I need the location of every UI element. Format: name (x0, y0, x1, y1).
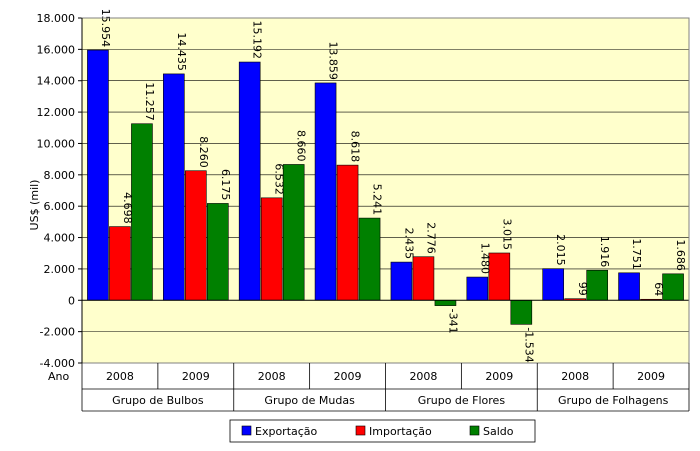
data-label: 2.776 (424, 222, 437, 254)
y-axis-label: US$ (mil) (28, 180, 41, 231)
data-label: 15.954 (99, 9, 112, 48)
legend-swatch (469, 425, 480, 436)
legend-entry: Saldo (483, 425, 514, 438)
group-label: Grupo de Folhagens (558, 394, 669, 407)
y-tick-label: 12.000 (37, 106, 76, 119)
data-label: 2.435 (402, 228, 415, 260)
year-label: 2008 (258, 370, 286, 383)
corner-label: Ano (48, 370, 69, 383)
year-label: 2008 (409, 370, 437, 383)
bar-importação (109, 226, 131, 301)
y-tick-label: -2.000 (40, 326, 75, 339)
data-label: 99 (576, 282, 589, 296)
bar-importação (412, 256, 435, 301)
data-label: 8.618 (349, 131, 362, 163)
data-label: 13.859 (327, 41, 340, 80)
data-label: 1.916 (598, 236, 611, 268)
category-table: 2008 2009 2008 2009 2008 2009 2008 2009 Grupo de… (48, 363, 690, 412)
data-label: 1.686 (674, 239, 687, 271)
legend-entry: Importação (369, 425, 432, 438)
legend-entry: Exportação (255, 425, 318, 438)
data-label: 8.660 (295, 130, 308, 162)
y-tick-labels: -4.000 -2.000 0 2.000 4.000 6.000 8.000 10.000 1… (37, 12, 76, 370)
data-label: 3.015 (500, 218, 513, 250)
y-tick-label: 18.000 (37, 12, 76, 25)
bar-exportação (314, 82, 337, 301)
bar-saldo (434, 299, 457, 306)
group-label: Grupo de Flores (418, 394, 506, 407)
legend: Exportação Importação Saldo (229, 419, 536, 443)
data-label: -1.534 (522, 327, 535, 362)
y-tick-label: 6.000 (44, 200, 76, 213)
bar-exportação (238, 61, 261, 301)
group-label: Grupo de Bulbos (112, 394, 204, 407)
bar-importação (185, 170, 207, 301)
group-label: Grupo de Mudas (264, 394, 355, 407)
data-label: 15.192 (251, 21, 264, 60)
year-label: 2009 (485, 370, 513, 383)
y-tick-label: 16.000 (37, 43, 76, 56)
bar-saldo (358, 217, 381, 301)
year-label: 2009 (334, 370, 362, 383)
data-label: 6.175 (219, 169, 232, 201)
data-label: 2.015 (554, 234, 567, 266)
data-label: 64 (652, 282, 665, 296)
data-label: 1.480 (478, 243, 491, 275)
data-label: -341 (446, 309, 459, 334)
year-label: 2009 (637, 370, 665, 383)
y-tick-label: -4.000 (40, 357, 75, 370)
bar-exportação (618, 272, 640, 301)
y-tick-label: 14.000 (37, 75, 76, 88)
y-tick-label: 8.000 (44, 169, 76, 182)
bar-saldo (207, 203, 229, 301)
y-tick-label: 0 (68, 294, 75, 307)
year-label: 2008 (106, 370, 134, 383)
bar-exportação (466, 276, 489, 301)
bar-saldo (510, 299, 533, 325)
year-label: 2009 (182, 370, 210, 383)
data-label: 1.751 (630, 238, 643, 270)
bar-importação (336, 164, 359, 301)
legend-box (229, 419, 536, 443)
bar-exportação (390, 261, 413, 301)
year-label: 2008 (561, 370, 589, 383)
data-label: 6.532 (273, 163, 286, 195)
y-tick-label: 2.000 (44, 263, 76, 276)
bar-exportação (163, 73, 185, 301)
legend-swatch (355, 425, 366, 436)
data-label: 11.257 (143, 82, 156, 121)
bar-importação (260, 197, 283, 301)
data-label: 8.260 (197, 136, 210, 168)
y-tick-label: 10.000 (37, 137, 76, 150)
legend-swatch (241, 425, 252, 436)
y-tick-label: 4.000 (44, 232, 76, 245)
data-label: 4.698 (121, 192, 134, 224)
bars (87, 49, 684, 325)
data-label: 5.241 (371, 184, 384, 216)
data-label: 14.435 (175, 32, 188, 71)
bar-exportação (87, 49, 109, 301)
bar-exportação (542, 268, 564, 301)
